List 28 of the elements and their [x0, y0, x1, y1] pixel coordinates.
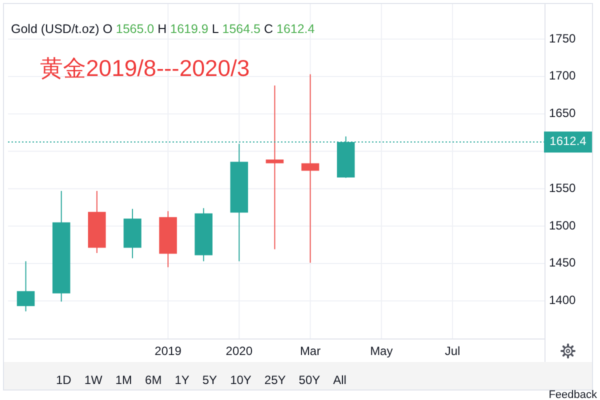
text: 1W: [84, 373, 104, 387]
text: 6M: [145, 373, 162, 387]
y-tick-label: 1650: [549, 106, 576, 120]
y-tick-label: 1500: [549, 218, 576, 232]
ref-line-label: 1612.4: [550, 134, 587, 148]
x-tick-label: 2020: [226, 344, 253, 358]
text: Feedback: [548, 389, 598, 400]
text: 黄金2019/8---2020/3: [40, 55, 250, 81]
y-tick-label: 1400: [549, 293, 576, 308]
x-tick-label: 2019: [154, 344, 182, 358]
y-tick-label: 1550: [549, 180, 576, 195]
text: 25Y: [264, 373, 286, 387]
y-tick-label: 1450: [549, 256, 576, 270]
chart-title: Gold (USD/t.oz) O 1565.0 H 1619.9 L 1564.5 C 1612.4: [11, 22, 315, 36]
x-tick-label: Jul: [444, 344, 460, 358]
x-tick-label: May: [370, 344, 393, 358]
text: 1Y: [174, 373, 190, 387]
candlestick: [266, 85, 284, 250]
text: 10Y: [230, 373, 252, 387]
x-tick-label: Mar: [300, 344, 321, 358]
text: 50Y: [298, 373, 320, 387]
candlestick: [16, 260, 35, 312]
y-tick-label: 1700: [549, 68, 576, 83]
y-tick-label: 1750: [549, 31, 576, 46]
text: 1M: [115, 373, 132, 387]
text: 5Y: [202, 373, 218, 387]
text: All: [333, 373, 346, 387]
text: 1D: [56, 373, 72, 387]
